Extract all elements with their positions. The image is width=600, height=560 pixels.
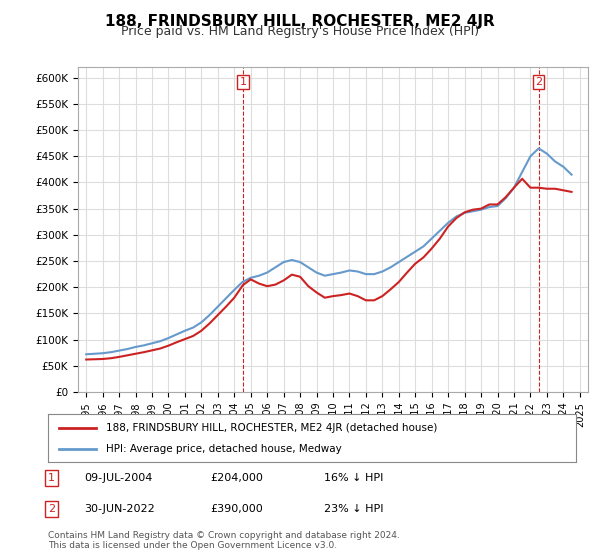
Text: £204,000: £204,000	[210, 473, 263, 483]
Text: 16% ↓ HPI: 16% ↓ HPI	[324, 473, 383, 483]
Text: Contains HM Land Registry data © Crown copyright and database right 2024.
This d: Contains HM Land Registry data © Crown c…	[48, 530, 400, 550]
Text: 188, FRINDSBURY HILL, ROCHESTER, ME2 4JR (detached house): 188, FRINDSBURY HILL, ROCHESTER, ME2 4JR…	[106, 423, 437, 433]
Text: HPI: Average price, detached house, Medway: HPI: Average price, detached house, Medw…	[106, 444, 342, 454]
Text: 2: 2	[48, 504, 55, 514]
Text: Price paid vs. HM Land Registry's House Price Index (HPI): Price paid vs. HM Land Registry's House …	[121, 25, 479, 38]
Text: 1: 1	[48, 473, 55, 483]
Text: 23% ↓ HPI: 23% ↓ HPI	[324, 504, 383, 514]
Text: 09-JUL-2004: 09-JUL-2004	[84, 473, 152, 483]
Text: 30-JUN-2022: 30-JUN-2022	[84, 504, 155, 514]
Text: 188, FRINDSBURY HILL, ROCHESTER, ME2 4JR: 188, FRINDSBURY HILL, ROCHESTER, ME2 4JR	[105, 14, 495, 29]
Text: 2: 2	[535, 77, 542, 87]
Text: £390,000: £390,000	[210, 504, 263, 514]
Text: 1: 1	[239, 77, 247, 87]
